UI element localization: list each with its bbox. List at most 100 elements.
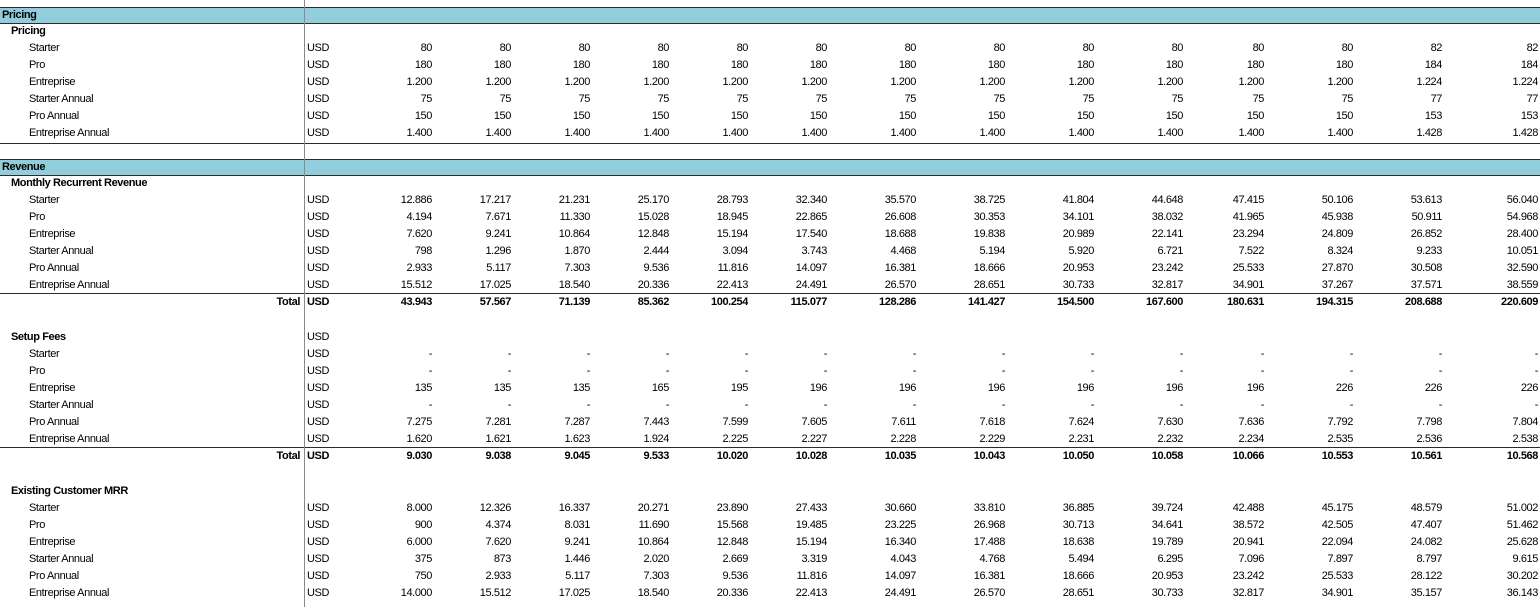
value-cell[interactable]: 20.271	[637, 502, 669, 514]
value-cell[interactable]: 195	[730, 382, 748, 394]
value-cell[interactable]: 2.227	[801, 433, 827, 445]
value-cell[interactable]: 23.242	[1232, 570, 1264, 582]
value-cell[interactable]: 32.340	[795, 194, 827, 206]
value-cell[interactable]: -	[912, 348, 916, 360]
value-cell[interactable]: 80	[657, 42, 669, 54]
value-cell[interactable]: 1.400	[564, 127, 590, 139]
value-cell[interactable]: 141.427	[968, 296, 1005, 308]
value-cell[interactable]: 153	[1424, 110, 1442, 122]
value-cell[interactable]: 1.400	[1327, 127, 1353, 139]
value-cell[interactable]: 21.231	[558, 194, 590, 206]
value-cell[interactable]: 10.043	[973, 450, 1005, 462]
value-cell[interactable]: 28.651	[1062, 587, 1094, 599]
value-cell[interactable]: 2.020	[643, 553, 669, 565]
value-cell[interactable]: 30.508	[1410, 262, 1442, 274]
value-cell[interactable]: 9.045	[564, 450, 590, 462]
value-cell[interactable]: 28.793	[716, 194, 748, 206]
value-cell[interactable]: 135	[493, 382, 511, 394]
value-cell[interactable]: 20.336	[637, 279, 669, 291]
value-cell[interactable]: 80	[1171, 42, 1183, 54]
value-cell[interactable]: 5.117	[565, 570, 590, 582]
value-cell[interactable]: 30.713	[1062, 519, 1094, 531]
value-cell[interactable]: -	[507, 365, 511, 377]
value-cell[interactable]: 150	[1246, 110, 1264, 122]
value-cell[interactable]: -	[1001, 348, 1005, 360]
value-cell[interactable]: 1.200	[722, 76, 748, 88]
value-cell[interactable]: 180.631	[1227, 296, 1264, 308]
value-cell[interactable]: 7.624	[1068, 416, 1094, 428]
value-cell[interactable]: 1.400	[801, 127, 827, 139]
value-cell[interactable]: 30.353	[973, 211, 1005, 223]
value-cell[interactable]: 196	[1076, 382, 1094, 394]
value-cell[interactable]: -	[1534, 365, 1538, 377]
value-cell[interactable]: 194.315	[1316, 296, 1353, 308]
value-cell[interactable]: 11.330	[559, 211, 590, 223]
value-cell[interactable]: -	[912, 399, 916, 411]
value-cell[interactable]: 30.733	[1151, 587, 1183, 599]
value-cell[interactable]: 6.295	[1157, 553, 1183, 565]
value-cell[interactable]: -	[507, 399, 511, 411]
value-cell[interactable]: 7.303	[643, 570, 669, 582]
value-cell[interactable]: 36.143	[1506, 587, 1538, 599]
value-cell[interactable]: 24.491	[795, 279, 827, 291]
value-cell[interactable]: 75	[815, 93, 827, 105]
value-cell[interactable]: 45.175	[1321, 502, 1353, 514]
value-cell[interactable]: 1.200	[1157, 76, 1183, 88]
value-cell[interactable]: 80	[1082, 42, 1094, 54]
value-cell[interactable]: 180	[1076, 59, 1094, 71]
value-cell[interactable]: 25.533	[1321, 570, 1353, 582]
value-cell[interactable]: 3.743	[801, 245, 827, 257]
value-cell[interactable]: 75	[1341, 93, 1353, 105]
value-cell[interactable]: 1.296	[485, 245, 511, 257]
value-cell[interactable]: -	[823, 365, 827, 377]
value-cell[interactable]: -	[1001, 365, 1005, 377]
value-cell[interactable]: 57.567	[479, 296, 511, 308]
value-cell[interactable]: -	[428, 348, 432, 360]
value-cell[interactable]: 7.611	[891, 416, 916, 428]
value-cell[interactable]: 153	[1520, 110, 1538, 122]
value-cell[interactable]: 25.533	[1232, 262, 1264, 274]
value-cell[interactable]: 12.326	[479, 502, 511, 514]
value-cell[interactable]: -	[1534, 348, 1538, 360]
value-cell[interactable]: 10.058	[1151, 450, 1183, 462]
value-cell[interactable]: 20.953	[1062, 262, 1094, 274]
value-cell[interactable]: 5.194	[979, 245, 1005, 257]
value-cell[interactable]: 1.924	[643, 433, 669, 445]
value-cell[interactable]: 10.864	[637, 536, 669, 548]
value-cell[interactable]: -	[1438, 348, 1442, 360]
value-cell[interactable]: -	[744, 348, 748, 360]
value-cell[interactable]: 150	[651, 110, 669, 122]
value-cell[interactable]: 7.804	[1512, 416, 1538, 428]
value-cell[interactable]: 1.400	[1157, 127, 1183, 139]
value-cell[interactable]: 150	[493, 110, 511, 122]
value-cell[interactable]: 75	[1252, 93, 1264, 105]
value-cell[interactable]: 26.968	[973, 519, 1005, 531]
value-cell[interactable]: 15.568	[716, 519, 748, 531]
value-cell[interactable]: 2.535	[1327, 433, 1353, 445]
value-cell[interactable]: 135	[414, 382, 432, 394]
value-cell[interactable]: 27.870	[1321, 262, 1353, 274]
value-cell[interactable]: 10.066	[1232, 450, 1264, 462]
value-cell[interactable]: 2.538	[1512, 433, 1538, 445]
value-cell[interactable]: 71.139	[558, 296, 590, 308]
value-cell[interactable]: 196	[987, 382, 1005, 394]
value-cell[interactable]: 15.512	[479, 587, 511, 599]
value-cell[interactable]: 9.536	[722, 570, 748, 582]
value-cell[interactable]: 8.324	[1327, 245, 1353, 257]
value-cell[interactable]: 1.620	[406, 433, 432, 445]
value-cell[interactable]: 27.433	[795, 502, 827, 514]
value-cell[interactable]: 2.228	[890, 433, 916, 445]
value-cell[interactable]: 16.340	[884, 536, 916, 548]
value-cell[interactable]: 4.194	[406, 211, 432, 223]
value-cell[interactable]: 180	[1246, 59, 1264, 71]
value-cell[interactable]: -	[1260, 365, 1264, 377]
value-cell[interactable]: 2.536	[1416, 433, 1442, 445]
value-cell[interactable]: 1.200	[406, 76, 432, 88]
value-cell[interactable]: 9.533	[643, 450, 669, 462]
value-cell[interactable]: 9.615	[1512, 553, 1538, 565]
value-cell[interactable]: 7.792	[1327, 416, 1353, 428]
value-cell[interactable]: 1.428	[1512, 127, 1538, 139]
value-cell[interactable]: 18.688	[884, 228, 916, 240]
value-cell[interactable]: 196	[809, 382, 827, 394]
value-cell[interactable]: 184	[1520, 59, 1538, 71]
